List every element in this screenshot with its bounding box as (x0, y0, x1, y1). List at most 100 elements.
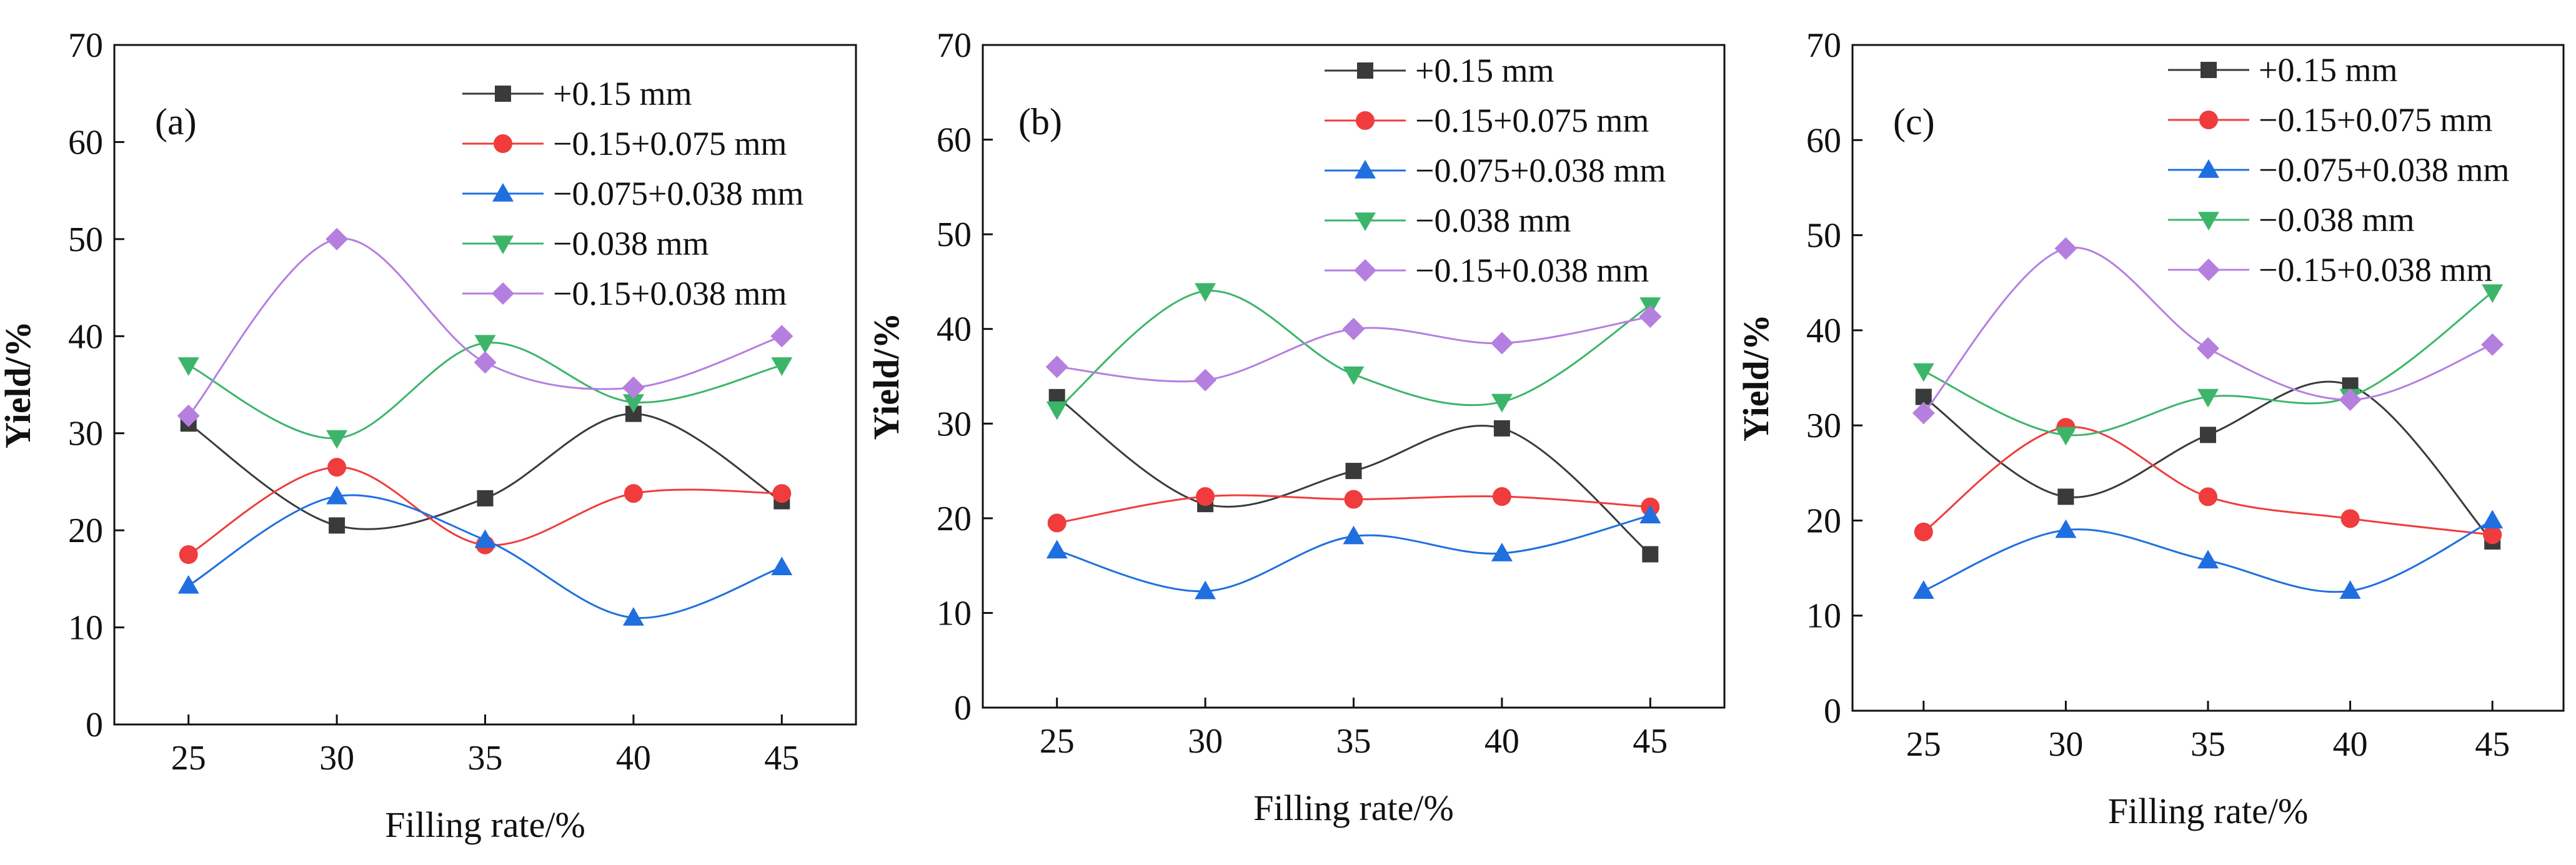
legend-marker (1355, 160, 1376, 179)
x-tick-label: 25 (1040, 722, 1075, 761)
legend-label: −0.15+0.075 mm (1415, 102, 1649, 139)
legend-marker (2198, 159, 2219, 178)
legend-label: −0.075+0.038 mm (1415, 152, 1666, 189)
data-point (1491, 542, 1513, 561)
x-tick-label: 35 (2191, 725, 2225, 764)
y-tick-label: 60 (1806, 121, 1841, 160)
y-tick-label: 50 (1806, 217, 1841, 255)
data-point (474, 351, 497, 374)
y-tick-label: 10 (1806, 597, 1841, 636)
data-point (1342, 317, 1365, 340)
data-point (2054, 237, 2077, 260)
series-3 (1046, 283, 1661, 420)
data-point (1343, 366, 1365, 385)
legend: +0.15 mm −0.15+0.075 mm −0.075+0.038 mm −0.… (1325, 52, 1666, 289)
chart-panel-b: 0 10 20 30 40 50 60 70 25 30 35 40 45 Filling rate/% Y… (866, 26, 1726, 828)
y-tick-label: 30 (68, 415, 103, 453)
legend-marker (2197, 259, 2220, 281)
x-axis-title: Filling rate/% (1253, 788, 1454, 828)
x-tick-label: 40 (616, 739, 651, 778)
y-tick-label: 20 (68, 512, 103, 550)
x-tick-label: 30 (319, 739, 354, 778)
data-point (329, 517, 346, 534)
series-2 (177, 485, 793, 626)
legend: +0.15 mm −0.15+0.075 mm −0.075+0.038 mm −0.… (2168, 51, 2509, 289)
legend-label: +0.15 mm (2259, 51, 2397, 89)
legend-marker (2198, 212, 2219, 230)
series-1 (179, 458, 792, 564)
data-point (622, 394, 644, 413)
data-point (1195, 580, 1216, 600)
y-tick-label: 0 (86, 706, 103, 744)
data-point (1046, 401, 1068, 420)
y-tick-label: 60 (937, 121, 972, 160)
data-point (1639, 305, 1662, 329)
x-tick-label: 45 (764, 739, 799, 778)
x-axis-title: Filling rate/% (2108, 791, 2309, 831)
data-point (1046, 540, 1068, 559)
x-tick-label: 40 (1484, 722, 1519, 761)
x-tick-label: 35 (468, 739, 503, 778)
data-point (2197, 550, 2219, 569)
y-axis-title: Yield/% (1736, 314, 1776, 442)
panel-label: (a) (155, 101, 197, 142)
data-point (1642, 546, 1659, 563)
y-tick-label: 0 (954, 689, 972, 728)
y-tick-label: 70 (937, 26, 972, 65)
x-tick-label: 30 (1188, 722, 1223, 761)
legend-label: −0.15+0.038 mm (2259, 251, 2492, 289)
data-point (1490, 332, 1513, 355)
legend-label: −0.038 mm (553, 225, 709, 262)
series-line (187, 237, 782, 417)
data-point (1047, 513, 1067, 533)
legend-marker (495, 86, 511, 102)
data-point (2340, 509, 2360, 528)
data-point (771, 556, 793, 575)
legend-marker (492, 235, 514, 254)
y-tick-label: 40 (1806, 312, 1841, 350)
data-point (2482, 510, 2504, 529)
y-axis-title: Yield/% (866, 312, 907, 440)
data-point (477, 490, 494, 507)
data-point (624, 484, 643, 503)
series-4 (1912, 237, 2504, 425)
x-tick-label: 40 (2333, 725, 2368, 764)
x-tick-label: 35 (1336, 722, 1371, 761)
y-axis-title: Yield/% (0, 321, 38, 448)
data-point (1344, 490, 1363, 509)
data-point (1491, 393, 1513, 413)
legend: +0.15 mm −0.15+0.075 mm −0.075+0.038 mm −0.… (462, 75, 803, 312)
legend-marker (2199, 111, 2218, 129)
y-tick-label: 70 (1806, 26, 1841, 65)
y-tick-label: 20 (937, 500, 972, 538)
series-1 (1047, 487, 1660, 533)
data-point (1912, 363, 1934, 382)
y-tick-label: 10 (68, 609, 103, 648)
y-tick-label: 40 (937, 310, 972, 349)
series-line (187, 413, 783, 530)
data-point (177, 404, 200, 427)
data-point (1914, 522, 1933, 541)
data-point (2481, 333, 2504, 356)
legend-label: +0.15 mm (1415, 52, 1554, 89)
panel-label: (c) (1893, 101, 1935, 142)
data-point (177, 357, 199, 376)
data-point (2339, 388, 2362, 412)
y-tick-label: 20 (1806, 502, 1841, 540)
data-point (1912, 580, 1934, 599)
series-0 (180, 405, 790, 534)
series-4 (177, 227, 793, 427)
chart-panel-c: 0 10 20 30 40 50 60 70 25 30 35 40 45 Filling rate/% Y… (1736, 26, 2565, 831)
x-tick-label: 25 (1906, 725, 1941, 764)
x-tick-label: 45 (2475, 725, 2510, 764)
legend-label: −0.15+0.075 mm (553, 125, 787, 162)
data-point (177, 575, 199, 594)
data-point (2057, 488, 2074, 505)
series-4 (1045, 305, 1662, 392)
x-tick-label: 25 (171, 739, 206, 778)
chart-panel-a: 0 10 20 30 40 50 60 70 25 30 35 40 45 Filling rate/% Y… (0, 26, 857, 845)
data-point (474, 529, 496, 548)
series-3 (1912, 284, 2504, 446)
data-point (2483, 525, 2502, 545)
